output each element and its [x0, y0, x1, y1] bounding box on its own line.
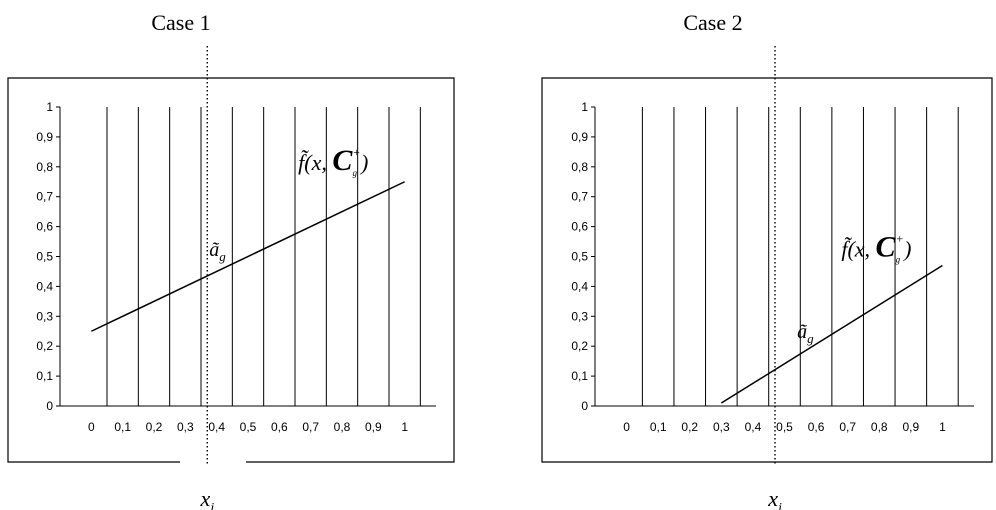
y-tick-label: 0,2 — [36, 339, 53, 353]
y-tick-label: 0,9 — [571, 130, 588, 144]
x-tick-label: 0 — [88, 420, 95, 434]
chart-frame — [7, 77, 455, 463]
y-tick-label: 0,1 — [36, 369, 53, 383]
x-tick-label: 0,8 — [871, 420, 888, 434]
x-tick-label: 1 — [401, 420, 408, 434]
x-tick-label: 0,4 — [208, 420, 225, 434]
x-tick-label: 0,7 — [302, 420, 319, 434]
chart-panel-1: Case 1 0 0,1 0,2 0,3 0,4 0,5 0,6 0,7 0,8 0,9 1 0 0,1 0… — [7, 10, 455, 510]
y-tick-label: 0,6 — [571, 220, 588, 234]
y-tick-label: 0,1 — [571, 369, 588, 383]
x-tick-label: 0,3 — [713, 420, 730, 434]
y-tick-label: 1 — [581, 100, 588, 114]
x-tick-label: 1 — [939, 420, 946, 434]
y-tick-label: 1 — [46, 100, 53, 114]
y-tick-label: 0,2 — [571, 339, 588, 353]
marker-label: xj — [199, 486, 214, 510]
curve-label: f̃(x, C+ g) — [298, 144, 368, 178]
x-tick-label: 0,5 — [776, 420, 793, 434]
y-tick-label: 0,6 — [36, 220, 53, 234]
y-tick-label: 0,3 — [36, 309, 53, 323]
x-tick-label: 0,1 — [114, 420, 131, 434]
y-tick-label: 0,7 — [571, 190, 588, 204]
point-label: ãg — [209, 239, 226, 264]
x-tick-label: 0 — [623, 420, 630, 434]
x-tick-label: 0,6 — [808, 420, 825, 434]
y-tick-label: 0,9 — [36, 130, 53, 144]
y-tick-label: 0,4 — [571, 279, 588, 293]
x-tick-label: 0,2 — [681, 420, 698, 434]
chart-title: Case 1 — [151, 10, 210, 35]
curve-label: f̃(x, C+ g) — [841, 231, 911, 265]
chart-panel-2: Case 2 0 0,1 0,2 0,3 0,4 0,5 0,6 0,7 0,8 0,9 1 0 0,1 0… — [541, 10, 993, 510]
y-tick-label: 0,4 — [36, 279, 53, 293]
x-tick-label: 0,4 — [745, 420, 762, 434]
y-tick-label: 0 — [581, 399, 588, 413]
x-tick-label: 0,1 — [650, 420, 667, 434]
x-tick-label: 0,5 — [240, 420, 257, 434]
chart-title: Case 2 — [683, 10, 742, 35]
x-tick-label: 0,7 — [839, 420, 856, 434]
y-tick-label: 0,7 — [36, 190, 53, 204]
y-tick-label: 0,3 — [571, 309, 588, 323]
series-line — [91, 181, 405, 332]
y-tick-label: 0,8 — [36, 160, 53, 174]
chart-frame — [541, 77, 993, 463]
y-tick-label: 0,5 — [571, 250, 588, 264]
x-tick-label: 0,3 — [177, 420, 194, 434]
x-tick-label: 0,6 — [271, 420, 288, 434]
series-line — [720, 264, 943, 404]
y-tick-label: 0 — [46, 399, 53, 413]
marker-label: xj — [767, 486, 782, 510]
x-tick-label: 0,2 — [146, 420, 163, 434]
x-tick-label: 0,9 — [365, 420, 382, 434]
point-label: ãg — [797, 321, 814, 346]
y-tick-label: 0,5 — [36, 250, 53, 264]
y-tick-label: 0,8 — [571, 160, 588, 174]
x-tick-label: 0,8 — [334, 420, 351, 434]
x-tick-label: 0,9 — [902, 420, 919, 434]
